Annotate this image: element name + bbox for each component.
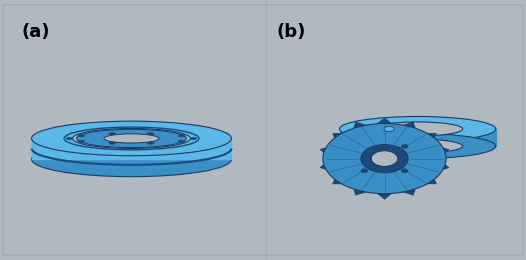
Circle shape — [384, 126, 394, 132]
Ellipse shape — [109, 133, 116, 135]
Ellipse shape — [340, 134, 495, 159]
Ellipse shape — [178, 134, 185, 137]
Ellipse shape — [109, 142, 116, 144]
Ellipse shape — [371, 151, 398, 166]
Ellipse shape — [78, 140, 85, 143]
Ellipse shape — [76, 129, 187, 147]
Ellipse shape — [401, 169, 408, 173]
Ellipse shape — [372, 122, 463, 136]
Ellipse shape — [361, 169, 368, 173]
Ellipse shape — [372, 139, 463, 153]
Polygon shape — [340, 129, 495, 146]
Ellipse shape — [73, 128, 190, 148]
Ellipse shape — [178, 140, 185, 143]
Text: (b): (b) — [276, 23, 306, 41]
Ellipse shape — [361, 145, 408, 173]
Ellipse shape — [32, 121, 231, 156]
Ellipse shape — [78, 134, 85, 137]
Ellipse shape — [66, 137, 73, 140]
Polygon shape — [320, 118, 449, 199]
Ellipse shape — [401, 145, 408, 148]
Ellipse shape — [32, 142, 231, 177]
Ellipse shape — [323, 124, 446, 194]
Polygon shape — [32, 138, 231, 159]
Ellipse shape — [104, 134, 159, 143]
Text: (a): (a) — [21, 23, 49, 41]
Ellipse shape — [147, 142, 154, 144]
Ellipse shape — [147, 133, 154, 135]
FancyBboxPatch shape — [3, 5, 523, 255]
Ellipse shape — [340, 116, 495, 141]
Ellipse shape — [190, 137, 197, 140]
